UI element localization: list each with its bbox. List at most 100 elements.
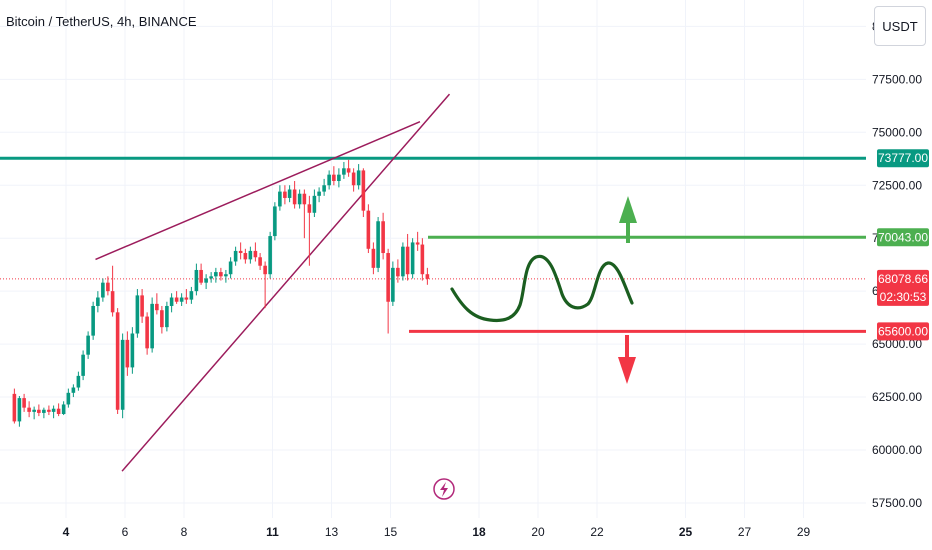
current-price-tag: 68078.66 02:30:53 — [877, 269, 929, 306]
candle — [327, 170, 331, 190]
candle-body — [297, 193, 302, 205]
candle — [415, 231, 420, 251]
candle — [22, 393, 26, 412]
candle — [37, 404, 41, 417]
candle-body — [27, 407, 31, 412]
candle — [17, 395, 22, 427]
level-tag-breakdown-text: 65600.00 — [878, 324, 928, 338]
candle — [214, 267, 218, 283]
candle-body — [194, 269, 199, 292]
candle — [106, 276, 110, 296]
horizontal-levels[interactable] — [0, 156, 866, 333]
wedge-lower-line[interactable] — [121, 93, 451, 472]
candle-body — [56, 408, 61, 414]
arrow-up-icon[interactable] — [619, 196, 637, 243]
candle — [194, 263, 199, 296]
projected-path-scribble[interactable] — [450, 254, 634, 323]
candle-body — [302, 193, 307, 205]
candle — [322, 178, 326, 196]
candle-body — [204, 278, 208, 283]
candle-body — [253, 250, 258, 258]
candle — [204, 274, 208, 290]
candle-body — [209, 276, 213, 279]
candle — [420, 238, 425, 281]
candle-body — [283, 191, 287, 198]
candle-body — [381, 221, 385, 254]
candle-body — [66, 392, 71, 405]
arrow-up-head — [619, 196, 637, 223]
level-tag-breakout-text: 70043.00 — [878, 230, 928, 244]
time-axis[interactable]: 4 6 8 11 13 15 18 20 22 25 27 29 — [63, 525, 811, 539]
candle — [81, 350, 85, 381]
x-tick-label: 8 — [181, 525, 188, 539]
x-tick-label: 6 — [122, 525, 129, 539]
candle — [56, 403, 61, 417]
bolt-icon[interactable] — [433, 478, 455, 500]
candle-body — [169, 297, 174, 306]
candle-body — [42, 409, 46, 413]
candle-body — [312, 195, 317, 213]
candle-body — [160, 310, 164, 328]
candle-body — [292, 189, 297, 205]
arrow-down-icon[interactable] — [618, 335, 636, 384]
candle-body — [96, 297, 100, 306]
candle-body — [401, 246, 405, 277]
candle — [219, 267, 223, 281]
y-tick-label: 75000.00 — [872, 125, 922, 139]
candle-body — [268, 236, 272, 275]
currency-button[interactable]: USDT — [874, 6, 926, 46]
candle-body — [396, 267, 400, 277]
candle-body — [356, 170, 361, 186]
candle — [317, 187, 321, 203]
candle — [425, 267, 430, 285]
candle — [169, 293, 174, 313]
current-price-tag-text: 68078.66 — [878, 272, 928, 286]
candle — [248, 246, 253, 264]
projection-drawings[interactable] — [450, 196, 637, 384]
price-axis[interactable]: 80000.0077500.0075000.0072500.0070000.00… — [872, 19, 922, 510]
bolt-icon-glyph — [440, 482, 448, 497]
candle — [150, 297, 154, 353]
arrow-down-head — [618, 357, 636, 384]
level-tag-breakdown: 65600.00 — [877, 322, 929, 341]
candle-body — [224, 274, 228, 277]
candle — [76, 371, 81, 391]
candle-body — [106, 282, 110, 292]
x-tick-label: 20 — [531, 525, 545, 539]
candle-body — [12, 393, 17, 422]
candle-body — [184, 297, 189, 300]
candle-body — [228, 261, 233, 275]
level-tag-breakdown-bg — [877, 322, 929, 341]
candle-body — [415, 242, 420, 245]
candle-body — [366, 210, 371, 249]
candle-body — [47, 409, 51, 412]
symbol-title: Bitcoin / TetherUS, 4h, BINANCE — [6, 14, 197, 29]
candle — [263, 261, 267, 309]
candle — [396, 259, 400, 283]
rising-wedge-pattern[interactable] — [95, 93, 451, 472]
candle — [292, 181, 297, 209]
candle — [351, 168, 356, 192]
candle — [346, 159, 351, 177]
wedge-upper-line[interactable] — [95, 121, 421, 261]
y-tick-label: 65000.00 — [872, 337, 922, 351]
candle — [209, 272, 213, 283]
candle-body — [425, 274, 430, 279]
candle — [410, 238, 415, 279]
candle — [165, 301, 169, 332]
candle — [283, 185, 287, 205]
level-tag-resistance: 73777.00 — [877, 149, 929, 168]
y-tick-label: 60000.00 — [872, 443, 922, 457]
candle — [189, 286, 194, 304]
candle-body — [238, 250, 243, 254]
candle-body — [86, 335, 90, 355]
candle — [238, 242, 243, 260]
candle-body — [386, 253, 390, 302]
candle — [287, 185, 292, 203]
candle-body — [22, 398, 26, 408]
candle-body — [391, 267, 395, 302]
candle — [179, 293, 184, 306]
candle-body — [307, 204, 312, 213]
candle-body — [51, 408, 56, 412]
